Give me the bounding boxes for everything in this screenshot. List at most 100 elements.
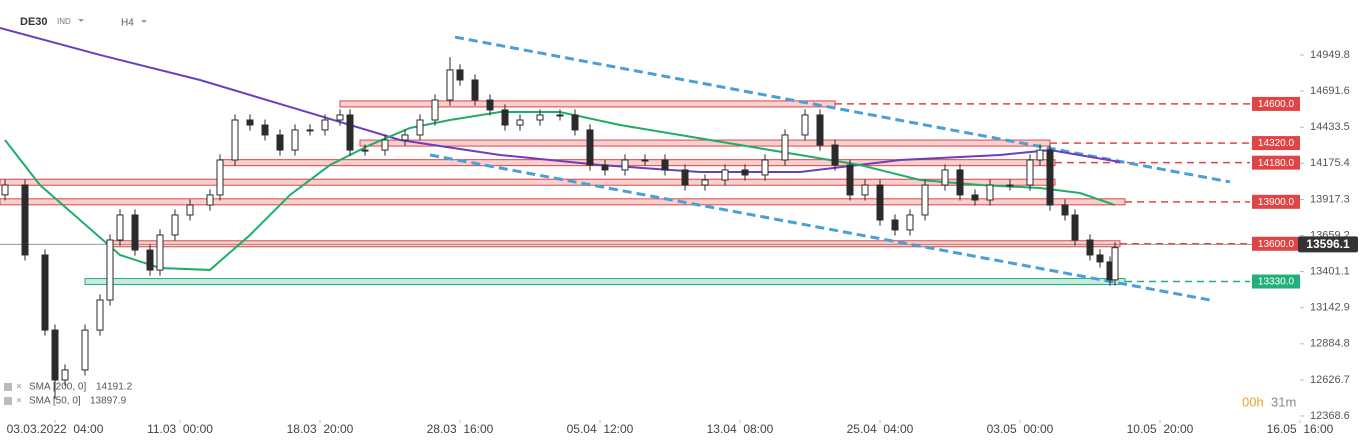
candle-body — [246, 119, 254, 126]
trendline — [429, 153, 1211, 302]
x-tick-label: 03.05 00:00 — [987, 422, 1054, 436]
candle-body — [401, 134, 409, 141]
interval[interactable]: H4 — [121, 18, 134, 29]
candle-body — [536, 114, 544, 121]
candle-body — [681, 169, 689, 186]
candle-body — [1026, 159, 1034, 186]
y-tick-label: 14433.5 — [1310, 121, 1350, 133]
legend-icon — [4, 383, 12, 391]
candle-body — [1061, 204, 1069, 216]
level-badge — [1252, 136, 1300, 151]
level-label: 14600.0 — [1258, 99, 1295, 110]
candle-body — [51, 329, 59, 381]
candle-body — [156, 234, 164, 271]
candle-body — [336, 114, 344, 121]
candle-body — [741, 169, 749, 176]
candle-body — [621, 159, 629, 171]
x-tick-label: 18.03 20:00 — [287, 422, 354, 436]
y-tick-label: 12626.7 — [1310, 374, 1350, 386]
candle-body — [146, 249, 154, 271]
candle-body — [816, 114, 824, 146]
y-tick-label: 14175.4 — [1310, 157, 1350, 169]
level-label: 14320.0 — [1258, 138, 1295, 149]
candle-body — [801, 114, 809, 136]
candle-body — [1096, 254, 1104, 263]
candle-body — [61, 369, 69, 381]
candle-body — [1071, 214, 1079, 241]
candle-body — [306, 129, 314, 132]
timer-minutes: 31m — [1271, 394, 1296, 409]
legend-value: 13897.9 — [90, 396, 127, 407]
level-badge — [1252, 274, 1300, 289]
dropdown-icon[interactable] — [78, 19, 84, 22]
candle-body — [291, 129, 299, 151]
candle-body — [106, 239, 114, 301]
candle-body — [116, 214, 124, 241]
legend-value: 14191.2 — [96, 382, 133, 393]
candle-body — [1086, 239, 1094, 256]
candle-body — [431, 99, 439, 121]
level-label: 13330.0 — [1258, 277, 1295, 288]
candle-body — [941, 169, 949, 186]
level-zone — [0, 178, 1056, 186]
candle-body — [416, 119, 424, 136]
level-badge — [1252, 236, 1300, 251]
candle-body — [346, 114, 354, 151]
candle-body — [321, 119, 329, 131]
candle-body — [661, 159, 669, 171]
candle-body — [876, 184, 884, 221]
candle-body — [231, 119, 239, 161]
candle-body — [1111, 247, 1119, 281]
level-label: 13900.0 — [1258, 197, 1295, 208]
candle-body — [276, 134, 284, 151]
candle-body — [861, 184, 869, 196]
sma-line — [0, 27, 1121, 174]
level-zone — [84, 278, 1126, 286]
candle-body — [216, 159, 224, 196]
candle-body — [986, 184, 994, 201]
candle-body — [601, 164, 609, 171]
candle-body — [96, 299, 104, 331]
candle-body — [1036, 149, 1044, 161]
candle-body — [761, 159, 769, 176]
last-price-badge — [1298, 236, 1358, 253]
candle-body — [81, 329, 89, 371]
candle-body — [41, 254, 49, 331]
level-zone — [109, 240, 1121, 248]
x-tick-label: 25.04 04:00 — [847, 422, 914, 436]
candle-body — [701, 179, 709, 186]
trendline — [454, 35, 1231, 184]
y-tick-label: 12368.6 — [1310, 410, 1350, 422]
candle-body — [956, 169, 964, 196]
x-tick-label: 13.04 08:00 — [707, 422, 774, 436]
legend-icon — [4, 397, 12, 405]
candle-body — [131, 214, 139, 251]
legend-close-icon[interactable]: × — [16, 396, 22, 407]
level-zone — [0, 198, 1126, 206]
candle-body — [186, 204, 194, 216]
candle-body — [891, 219, 899, 231]
y-tick-label: 12884.8 — [1310, 338, 1350, 350]
candle-body — [456, 69, 464, 81]
legend-close-icon[interactable]: × — [16, 382, 22, 393]
dropdown-icon[interactable] — [141, 20, 147, 23]
candle-body — [206, 194, 214, 206]
level-zone — [339, 100, 836, 108]
level-zone — [219, 159, 1056, 167]
candle-body — [361, 149, 369, 152]
timer-hours: 00h — [1242, 394, 1264, 409]
candle-body — [971, 194, 979, 201]
level-badge — [1252, 96, 1300, 111]
y-tick-label: 13401.1 — [1310, 266, 1350, 278]
x-tick-label: 16.05 16:00 — [1267, 422, 1334, 436]
x-tick-label: 03.03.2022 04:00 — [7, 422, 104, 436]
candle-body — [721, 169, 729, 181]
candle-body — [571, 114, 579, 131]
market: IND — [57, 17, 71, 26]
candle-body — [586, 129, 594, 166]
level-badge — [1252, 155, 1300, 170]
legend-name: SMA [50, 0] — [29, 396, 81, 407]
candle-body — [846, 164, 854, 196]
candle-body — [486, 99, 494, 111]
level-label: 13600.0 — [1258, 239, 1295, 250]
